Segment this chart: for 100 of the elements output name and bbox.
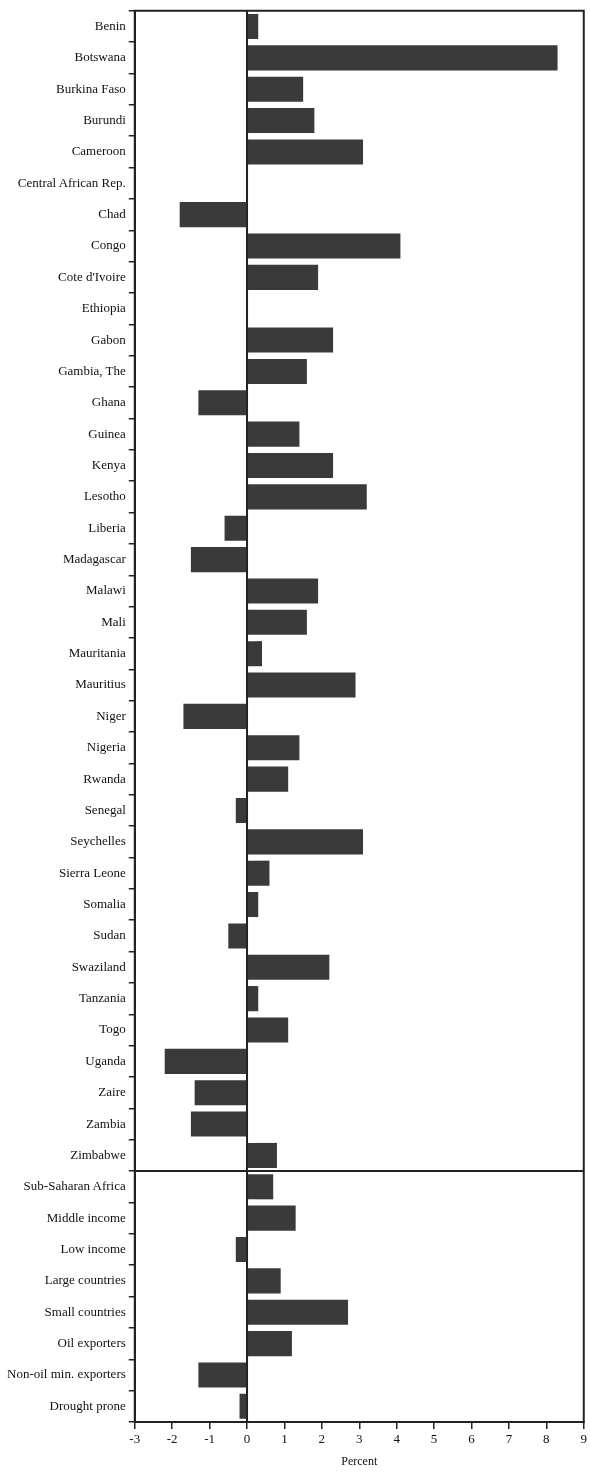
bar	[247, 609, 307, 635]
bar	[247, 264, 319, 290]
y-tick-label: Swaziland	[71, 958, 127, 974]
y-tick-label: Senegal	[84, 801, 127, 817]
bar	[247, 672, 356, 698]
bar	[247, 108, 315, 134]
y-tick-label: Malawi	[86, 582, 127, 598]
y-tick-label: Gambia, The	[58, 362, 126, 378]
x-axis-title: Percent	[341, 1453, 378, 1468]
y-tick-label: Madagascar	[62, 551, 127, 567]
x-tick-label: 3	[356, 1431, 363, 1447]
bar	[247, 1017, 289, 1043]
y-tick-label: Central African Rep.	[17, 174, 126, 190]
bar	[247, 233, 401, 259]
bar	[247, 452, 334, 479]
x-tick-label: 5	[430, 1431, 438, 1447]
bar	[247, 327, 334, 353]
x-tick-label: 7	[505, 1431, 513, 1447]
y-tick-label: Drought prone	[49, 1397, 126, 1413]
x-tick-label: 9	[580, 1431, 587, 1447]
y-tick-label: Burundi	[83, 111, 127, 127]
y-tick-label: Zimbabwe	[70, 1146, 127, 1162]
y-tick-label: Niger	[96, 707, 127, 723]
bar	[198, 1362, 247, 1388]
bar	[190, 547, 247, 573]
bar	[247, 76, 304, 102]
y-tick-label: Mali	[101, 613, 127, 629]
y-tick-label: Mauritania	[68, 645, 126, 661]
bar	[247, 954, 330, 980]
y-tick-label: Gabon	[91, 331, 127, 347]
bar	[247, 641, 262, 667]
y-tick-label: Lesotho	[83, 488, 126, 504]
y-tick-label: Zaire	[98, 1084, 127, 1100]
bar	[247, 358, 307, 384]
y-tick-label: Sierra Leone	[59, 864, 126, 880]
y-tick-label: Tanzania	[79, 990, 126, 1006]
y-tick-label: Congo	[91, 237, 126, 253]
y-tick-label: Botswana	[74, 49, 126, 65]
y-tick-label: Chad	[98, 206, 127, 222]
bar	[224, 515, 247, 541]
bar	[247, 13, 259, 40]
bar	[247, 1174, 274, 1200]
bar	[164, 1048, 247, 1074]
y-tick-label: Non-oil min. exporters	[6, 1366, 126, 1382]
y-tick-label: Burkina Faso	[56, 80, 126, 96]
x-tick-label: 8	[543, 1431, 550, 1447]
bar	[247, 986, 259, 1012]
bar	[198, 390, 247, 416]
y-tick-label: Benin	[94, 17, 127, 33]
bar	[247, 860, 270, 886]
y-tick-label: Seychelles	[70, 833, 126, 849]
bar	[235, 1236, 247, 1263]
bar	[247, 766, 289, 792]
x-tick-label: -1	[204, 1431, 216, 1447]
y-tick-label: Kenya	[91, 456, 126, 472]
bar	[247, 1331, 292, 1357]
bar	[247, 139, 364, 165]
bar	[247, 829, 364, 855]
bar	[247, 1299, 349, 1325]
y-tick-label: Low income	[60, 1240, 127, 1256]
x-tick-label: 1	[281, 1431, 288, 1447]
bar	[247, 1268, 281, 1294]
y-tick-label: Guinea	[88, 425, 127, 441]
y-tick-label: Sub-Saharan Africa	[23, 1178, 126, 1194]
bar	[247, 421, 300, 447]
y-tick-label: Ghana	[91, 394, 126, 410]
x-tick-label: -3	[129, 1431, 141, 1447]
bar	[194, 1080, 247, 1106]
x-tick-label: 4	[393, 1431, 401, 1447]
y-tick-label: Liberia	[88, 519, 126, 535]
bar	[179, 202, 247, 228]
bar	[247, 735, 300, 761]
x-tick-label: 0	[243, 1431, 251, 1447]
y-tick-label: Cameroon	[71, 143, 127, 159]
y-tick-label: Oil exporters	[57, 1335, 126, 1351]
y-tick-label: Ethiopia	[81, 300, 127, 316]
bar	[235, 797, 247, 824]
y-tick-label: Zambia	[86, 1115, 126, 1131]
y-tick-label: Large countries	[44, 1272, 126, 1288]
bar	[247, 1205, 296, 1231]
x-tick-label: 2	[318, 1431, 326, 1447]
y-tick-label: Mauritius	[75, 676, 126, 692]
y-tick-label: Togo	[99, 1021, 126, 1037]
bar	[247, 484, 367, 510]
y-tick-label: Cote d'Ivoire	[58, 268, 127, 284]
x-tick-label: -2	[166, 1431, 178, 1447]
y-tick-label: Somalia	[83, 895, 127, 911]
bar	[247, 1142, 277, 1168]
y-tick-label: Rwanda	[83, 770, 126, 786]
bar	[190, 1111, 247, 1137]
bar	[247, 45, 558, 71]
bar	[228, 923, 247, 949]
y-tick-label: Small countries	[44, 1303, 126, 1319]
bar	[247, 578, 319, 604]
x-tick-label: 6	[468, 1431, 476, 1447]
y-tick-label: Sudan	[93, 927, 127, 943]
y-tick-label: Uganda	[85, 1052, 126, 1068]
bar	[183, 703, 247, 729]
bar	[247, 892, 259, 918]
y-tick-label: Nigeria	[86, 739, 127, 755]
